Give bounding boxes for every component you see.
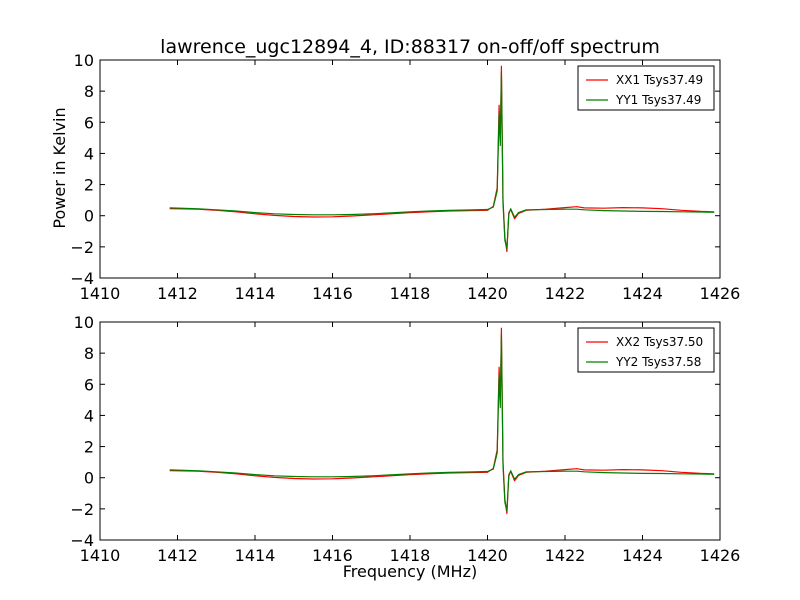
top-legend-label-0: XX1 Tsys37.49 [616,73,703,87]
bottom-y-tick-label: −2 [70,500,94,519]
bottom-x-tick-label: 1410 [80,546,121,565]
y-axis-label: Power in Kelvin [50,107,69,228]
bottom-legend-label-0: XX2 Tsys37.50 [616,335,703,349]
top-x-tick-label: 1418 [390,284,431,303]
bottom-y-tick-label: 2 [84,438,94,457]
top-y-tick-label: −2 [70,238,94,257]
bottom-y-tick-label: 10 [74,313,94,332]
bottom-x-tick-label: 1422 [545,546,586,565]
top-legend-box [577,65,715,111]
top-y-tick-label: 4 [84,144,94,163]
top-x-tick-label: 1426 [700,284,741,303]
top-series-line-1 [169,71,715,249]
bottom-x-tick-label: 1420 [467,546,508,565]
bottom-x-tick-label: 1416 [312,546,353,565]
top-legend-label-1: YY1 Tsys37.49 [615,93,701,107]
bottom-x-tick-label: 1426 [700,546,741,565]
bottom-x-tick-label: 1414 [235,546,276,565]
bottom-y-tick-label: 4 [84,406,94,425]
top-x-tick-label: 1414 [235,284,276,303]
bottom-x-tick-label: 1418 [390,546,431,565]
panel-bottom: 1410 1412 1414 1416 1418 1420 1422 1424 1426 10 8 6… [70,313,740,565]
chart-title: lawrence_ugc12894_4, ID:88317 on-off/off… [160,36,660,58]
top-x-tick-label: 1424 [622,284,663,303]
bottom-series-line-1 [169,333,715,511]
top-x-tick-label: 1410 [80,284,121,303]
top-y-tick-label: 10 [74,51,94,70]
bottom-y-tick-label: 6 [84,375,94,394]
bottom-y-tick-label: 0 [84,469,94,488]
top-x-tick-label: 1412 [157,284,198,303]
bottom-legend: XX2 Tsys37.50 YY2 Tsys37.58 [577,327,715,373]
top-y-tick-label: 0 [84,207,94,226]
top-x-tick-label: 1416 [312,284,353,303]
x-axis-label: Frequency (MHz) [343,562,477,581]
panel-top: 1410 1412 1414 1416 1418 1420 1422 1424 1426 10 8 6… [70,51,740,303]
bottom-x-tick-label: 1424 [622,546,663,565]
bottom-y-tick-label: 8 [84,344,94,363]
bottom-x-tick-label: 1412 [157,546,198,565]
top-x-tick-label: 1420 [467,284,508,303]
top-legend: XX1 Tsys37.49 YY1 Tsys37.49 [577,65,715,111]
bottom-legend-box [577,327,715,373]
top-y-tick-label: 6 [84,113,94,132]
top-y-tick-label: 2 [84,176,94,195]
top-x-tick-label: 1422 [545,284,586,303]
top-y-tick-label: −4 [70,269,94,288]
bottom-legend-label-1: YY2 Tsys37.58 [615,355,701,369]
bottom-y-tick-label: −4 [70,531,94,550]
top-y-tick-label: 8 [84,82,94,101]
